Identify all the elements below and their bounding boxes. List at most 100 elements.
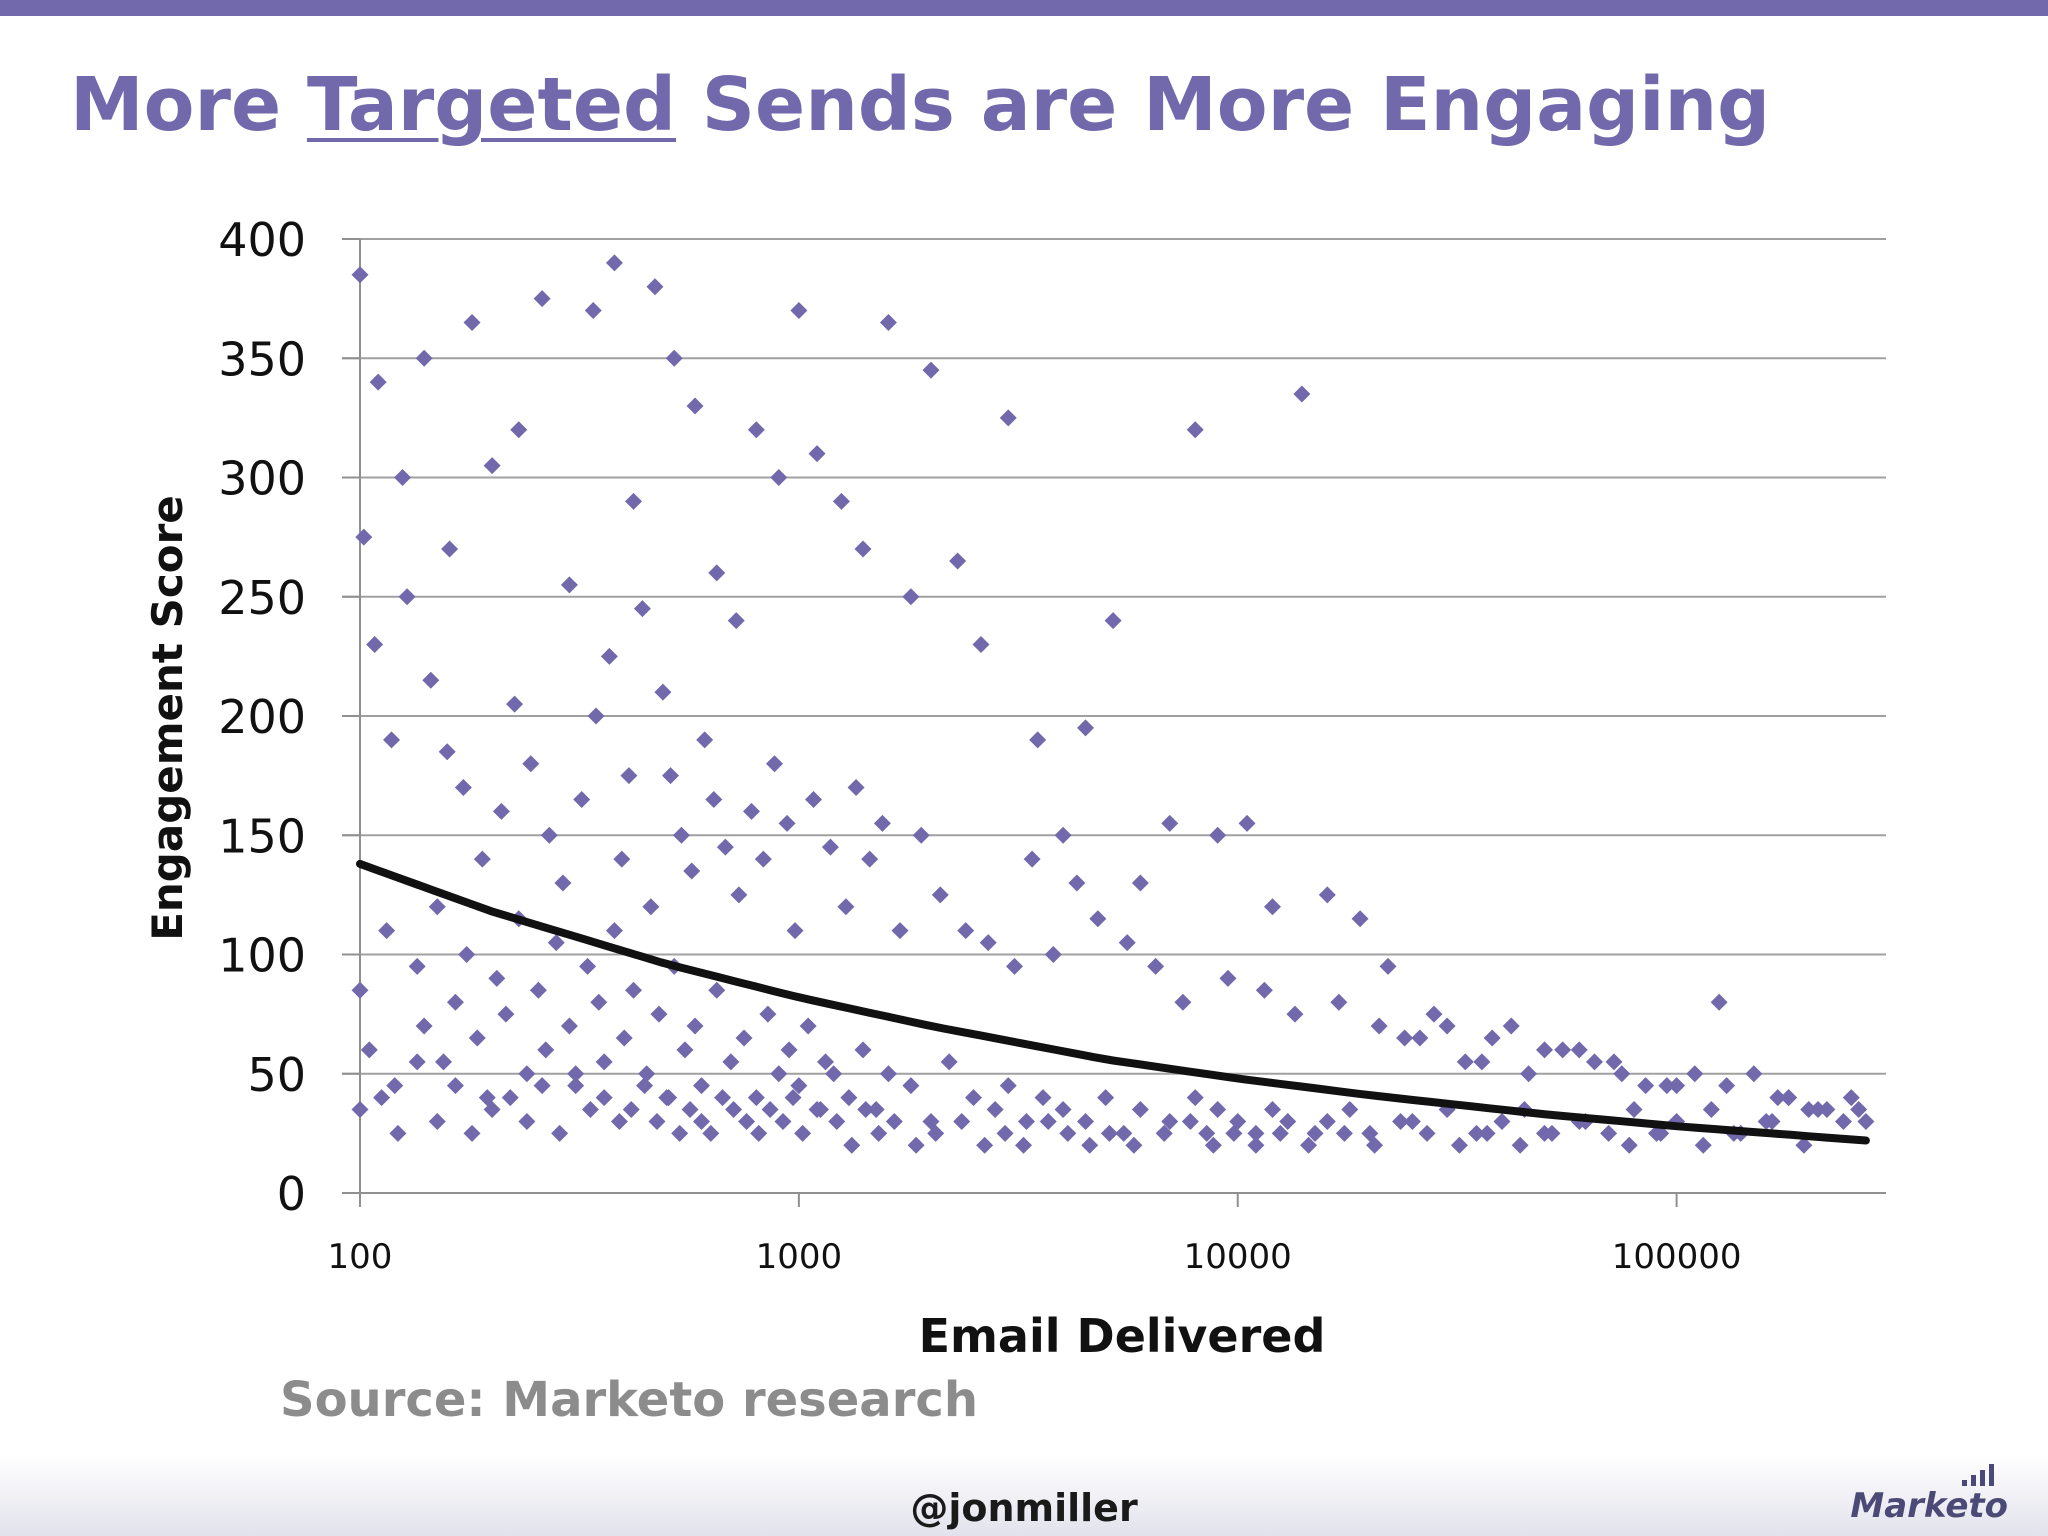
title-emphasis: Targeted	[306, 62, 676, 148]
data-point	[957, 922, 975, 940]
data-point	[501, 1089, 519, 1107]
data-point	[398, 588, 416, 606]
data-point	[790, 1077, 808, 1095]
y-tick-label: 350	[218, 332, 306, 386]
data-point	[567, 1077, 585, 1095]
data-point	[662, 767, 680, 785]
data-point	[847, 779, 865, 797]
data-point	[999, 1077, 1017, 1095]
data-point	[1769, 1089, 1787, 1107]
data-point	[840, 1089, 858, 1107]
data-point	[483, 1101, 501, 1119]
data-point	[857, 1101, 875, 1119]
data-point	[702, 1124, 720, 1142]
data-point	[1255, 981, 1273, 999]
y-tick-label: 50	[247, 1048, 306, 1102]
data-point	[1745, 1065, 1763, 1083]
data-point	[408, 957, 426, 975]
data-point	[1620, 1136, 1638, 1154]
data-point	[1306, 1124, 1324, 1142]
data-point	[351, 266, 369, 284]
data-point	[1351, 910, 1369, 928]
data-point	[1396, 1029, 1414, 1047]
data-point	[693, 1077, 711, 1095]
data-point	[832, 492, 850, 510]
data-point	[633, 600, 651, 618]
data-point	[581, 1101, 599, 1119]
data-point	[1702, 1101, 1720, 1119]
data-point	[1473, 1053, 1491, 1071]
gridlines	[342, 238, 1886, 1075]
data-point	[1502, 1017, 1520, 1035]
data-point	[738, 1112, 756, 1130]
data-point	[473, 850, 491, 868]
data-point	[1015, 1136, 1033, 1154]
data-point	[540, 826, 558, 844]
y-axis-label: Engagement Score	[143, 495, 192, 941]
data-point	[360, 1041, 378, 1059]
data-point	[1450, 1136, 1468, 1154]
marketo-logo: Marketo	[1850, 1462, 2008, 1526]
data-point	[854, 540, 872, 558]
data-point	[415, 1017, 433, 1035]
data-point	[879, 1065, 897, 1083]
data-point	[735, 1029, 753, 1047]
data-point	[1238, 814, 1256, 832]
data-point	[1263, 1101, 1281, 1119]
data-point	[408, 1053, 426, 1071]
data-point	[828, 1112, 846, 1130]
data-point	[996, 1124, 1014, 1142]
data-point	[1585, 1053, 1603, 1071]
data-point	[891, 922, 909, 940]
data-point	[794, 1124, 812, 1142]
data-point	[766, 755, 784, 773]
y-tick-label: 150	[218, 809, 306, 863]
data-point	[1161, 1112, 1179, 1130]
x-tick-label: 100000	[1612, 1237, 1742, 1277]
data-point	[1054, 1101, 1072, 1119]
axes	[342, 238, 1886, 1207]
data-point	[378, 922, 396, 940]
data-point	[1054, 826, 1072, 844]
data-point	[1131, 874, 1149, 892]
data-point	[1155, 1124, 1173, 1142]
data-point	[638, 1065, 656, 1083]
data-point	[1850, 1101, 1868, 1119]
data-point	[1625, 1101, 1643, 1119]
data-point	[1425, 1005, 1443, 1023]
data-point	[533, 1077, 551, 1095]
data-point	[1097, 1089, 1115, 1107]
data-point	[1300, 1136, 1318, 1154]
data-point	[805, 790, 823, 808]
data-point	[774, 1112, 792, 1130]
author-handle: @jonmiller	[910, 1486, 1138, 1530]
data-point	[999, 409, 1017, 427]
data-point	[681, 1101, 699, 1119]
data-point	[1186, 421, 1204, 439]
data-point	[554, 874, 572, 892]
data-point	[671, 1124, 689, 1142]
data-point	[1456, 1053, 1474, 1071]
data-point	[1293, 385, 1311, 403]
data-point	[727, 612, 745, 630]
y-tick-labels: 0 50 100 150 200 250 300 350 400	[218, 213, 306, 1221]
data-point	[435, 1053, 453, 1071]
data-point	[686, 397, 704, 415]
data-point	[1077, 1112, 1095, 1130]
data-point	[940, 1053, 958, 1071]
data-point	[825, 1065, 843, 1083]
y-tick-label: 0	[277, 1167, 306, 1221]
data-point	[1857, 1112, 1875, 1130]
data-point	[573, 790, 591, 808]
data-point	[931, 886, 949, 904]
data-point	[1554, 1041, 1572, 1059]
data-point	[595, 1053, 613, 1071]
data-point	[693, 1112, 711, 1130]
data-point	[1535, 1041, 1553, 1059]
data-point	[843, 1136, 861, 1154]
data-point	[1077, 719, 1095, 737]
data-point	[716, 838, 734, 856]
data-point	[1341, 1101, 1359, 1119]
data-point	[622, 1101, 640, 1119]
data-point	[1225, 1124, 1243, 1142]
